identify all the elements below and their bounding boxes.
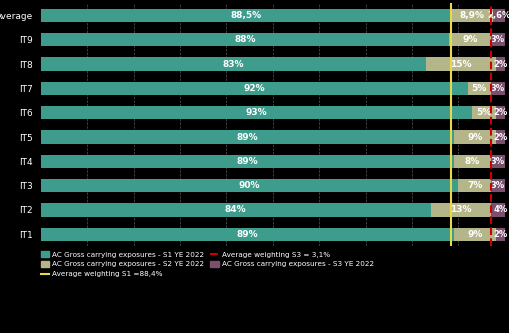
Text: 3%: 3% bbox=[490, 181, 504, 190]
Bar bbox=[492, 9, 504, 22]
Text: 84%: 84% bbox=[224, 205, 246, 214]
Legend: AC Gross carrying exposures - S1 YE 2022, AC Gross carrying exposures - S2 YE 20: AC Gross carrying exposures - S1 YE 2022… bbox=[41, 251, 373, 277]
Bar bbox=[41, 203, 430, 217]
Text: 89%: 89% bbox=[236, 157, 258, 166]
Text: 90%: 90% bbox=[238, 181, 260, 190]
Bar bbox=[450, 9, 492, 22]
Bar bbox=[467, 82, 490, 95]
Text: 8%: 8% bbox=[464, 157, 479, 166]
Bar bbox=[41, 179, 458, 192]
Text: 93%: 93% bbox=[245, 108, 267, 117]
Bar bbox=[490, 155, 504, 168]
Bar bbox=[430, 203, 490, 217]
Bar bbox=[448, 33, 490, 47]
Text: 2,6%: 2,6% bbox=[486, 11, 509, 20]
Text: 88,5%: 88,5% bbox=[230, 11, 261, 20]
Text: 2%: 2% bbox=[492, 108, 506, 117]
Text: 89%: 89% bbox=[236, 133, 258, 142]
Bar bbox=[490, 33, 504, 47]
Text: 92%: 92% bbox=[243, 84, 265, 93]
Bar bbox=[453, 227, 495, 241]
Text: 2%: 2% bbox=[492, 133, 506, 142]
Bar bbox=[41, 33, 448, 47]
Bar bbox=[453, 130, 495, 144]
Text: 83%: 83% bbox=[222, 60, 244, 69]
Bar bbox=[41, 130, 453, 144]
Bar bbox=[495, 57, 504, 71]
Bar bbox=[41, 57, 425, 71]
Text: 9%: 9% bbox=[462, 35, 477, 44]
Text: 3%: 3% bbox=[490, 35, 504, 44]
Bar bbox=[495, 227, 504, 241]
Text: 4%: 4% bbox=[492, 205, 506, 214]
Bar bbox=[490, 203, 508, 217]
Bar bbox=[41, 106, 471, 120]
Bar bbox=[453, 155, 490, 168]
Bar bbox=[41, 9, 450, 22]
Text: 89%: 89% bbox=[236, 230, 258, 239]
Text: 15%: 15% bbox=[449, 60, 471, 69]
Bar bbox=[495, 106, 504, 120]
Text: 5%: 5% bbox=[475, 108, 491, 117]
Text: 2%: 2% bbox=[492, 230, 506, 239]
Bar bbox=[41, 227, 453, 241]
Text: 7%: 7% bbox=[466, 181, 482, 190]
Bar bbox=[41, 82, 467, 95]
Text: 13%: 13% bbox=[449, 205, 471, 214]
Text: 8,9%: 8,9% bbox=[459, 11, 484, 20]
Bar bbox=[458, 179, 490, 192]
Text: 88%: 88% bbox=[234, 35, 255, 44]
Bar bbox=[41, 155, 453, 168]
Bar bbox=[495, 130, 504, 144]
Text: 2%: 2% bbox=[492, 60, 506, 69]
Text: 5%: 5% bbox=[471, 84, 486, 93]
Text: 9%: 9% bbox=[466, 230, 482, 239]
Text: 3%: 3% bbox=[490, 157, 504, 166]
Text: 9%: 9% bbox=[466, 133, 482, 142]
Text: 3%: 3% bbox=[490, 84, 504, 93]
Bar bbox=[490, 82, 504, 95]
Bar bbox=[425, 57, 495, 71]
Bar bbox=[471, 106, 495, 120]
Bar bbox=[490, 179, 504, 192]
